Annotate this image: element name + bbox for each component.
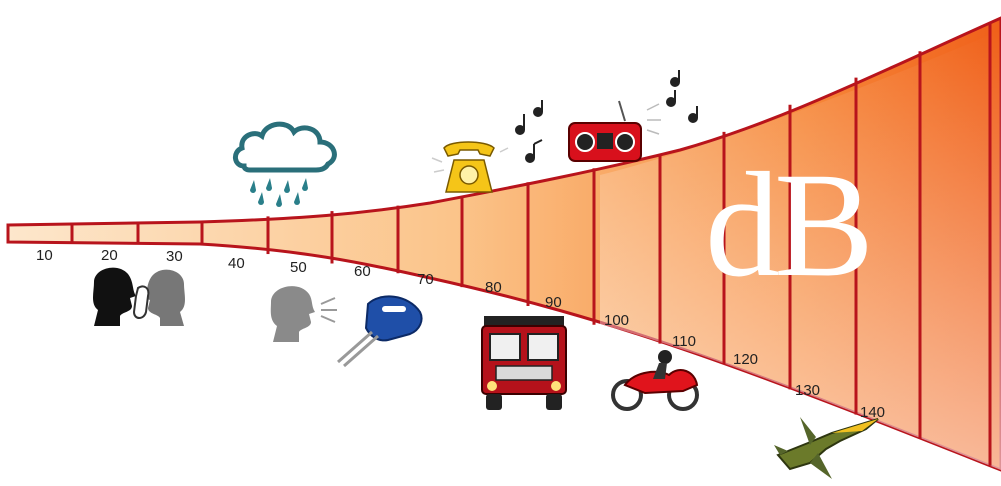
music-notes-icon bbox=[515, 100, 543, 163]
band-dividers bbox=[6, 22, 992, 466]
whispering-people-icon bbox=[93, 267, 185, 326]
rain-cloud-icon bbox=[233, 121, 337, 207]
tick-label-60: 60 bbox=[354, 263, 371, 280]
tick-label-70: 70 bbox=[417, 271, 434, 288]
tick-label-30: 30 bbox=[166, 248, 183, 265]
tick-label-40: 40 bbox=[228, 255, 245, 272]
tick-label-110: 110 bbox=[672, 333, 696, 350]
hand-mixer-icon bbox=[337, 295, 423, 368]
tick-label-20: 20 bbox=[101, 247, 118, 264]
fighter-jet-icon bbox=[774, 417, 879, 479]
tick-label-90: 90 bbox=[545, 294, 562, 311]
tick-label-80: 80 bbox=[485, 279, 502, 296]
tick-label-100: 100 bbox=[604, 312, 630, 329]
tick-label-120: 120 bbox=[733, 351, 759, 368]
tick-label-50: 50 bbox=[290, 259, 307, 276]
music-notes-icon bbox=[646, 70, 698, 135]
tick-label-130: 130 bbox=[795, 382, 821, 399]
tick-label-140: 140 bbox=[860, 404, 886, 421]
decibel-unit-label: dB bbox=[705, 142, 874, 308]
talking-person-icon bbox=[270, 286, 337, 342]
boombox-icon bbox=[568, 100, 642, 162]
tick-label-10: 10 bbox=[36, 247, 53, 264]
ringing-telephone-icon bbox=[431, 141, 509, 193]
motorcycle-icon bbox=[611, 350, 699, 411]
truck-icon bbox=[481, 316, 567, 410]
